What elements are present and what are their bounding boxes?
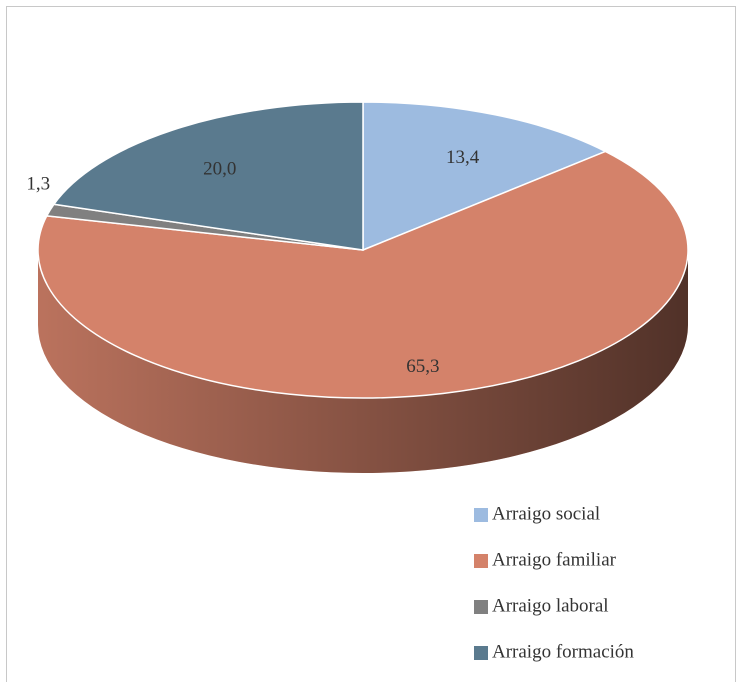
data-label: 20,0 <box>203 159 236 180</box>
slice <box>52 101 364 251</box>
slice <box>37 150 689 399</box>
data-label: 13,4 <box>446 147 480 168</box>
slice <box>362 101 608 252</box>
data-label: 65,3 <box>406 356 439 377</box>
slice-side-shade <box>38 250 688 473</box>
data-label: 1,3 <box>26 173 50 194</box>
legend-label: Arraigo laboral <box>492 595 609 616</box>
legend-label: Arraigo social <box>492 503 600 524</box>
legend-label: Arraigo familiar <box>492 549 617 570</box>
legend-swatch <box>474 554 488 568</box>
legend-label: Arraigo formación <box>492 641 634 662</box>
legend-swatch <box>474 646 488 660</box>
legend-swatch <box>474 508 488 522</box>
legend-swatch <box>474 600 488 614</box>
